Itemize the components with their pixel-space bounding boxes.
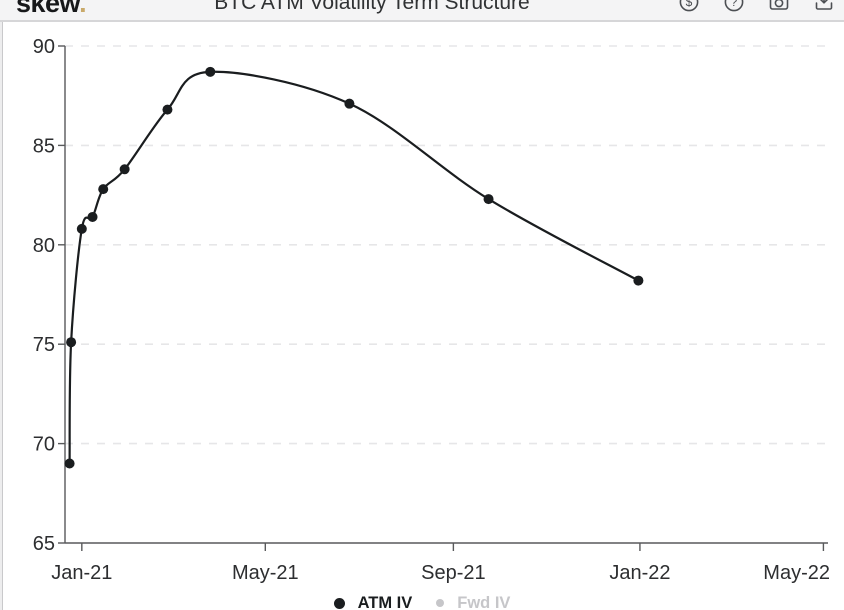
legend-item-fwd-iv[interactable]: Fwd IV [436,594,510,610]
y-tick-label: 90 [33,36,55,58]
camera-icon [769,0,789,10]
data-point[interactable] [162,104,173,115]
download-button[interactable] [812,0,836,14]
toolbar: $ ? [677,0,836,14]
data-point[interactable] [76,223,87,234]
logo-dot: . [79,0,87,18]
y-tick-label: 85 [33,135,55,157]
snapshot-button[interactable] [767,0,791,14]
legend-dot-atm-iv [333,597,345,609]
chart-legend: ATM IV Fwd IV [0,594,844,610]
usd-toggle-button[interactable]: $ [677,0,701,14]
data-point[interactable] [205,66,216,77]
y-tick-label: 65 [33,533,55,555]
x-tick-label: Sep-21 [421,562,486,584]
data-point[interactable] [64,458,75,469]
svg-text:?: ? [731,0,738,9]
skew-logo[interactable]: skew. [16,0,87,18]
data-point[interactable] [344,98,355,109]
legend-dot-fwd-iv [436,599,445,607]
data-point[interactable] [66,337,77,348]
help-circle-icon: ? [724,0,744,12]
data-point[interactable] [633,275,644,286]
page-title: BTC ATM Volatility Term Structure [214,0,530,14]
panel-left-border [0,22,3,610]
legend-label: Fwd IV [457,594,511,610]
x-tick-label: Jan-22 [609,562,670,584]
legend-label: ATM IV [357,594,413,610]
y-tick-label: 75 [33,334,55,356]
legend-item-atm-iv[interactable]: ATM IV [333,594,413,610]
y-tick-label: 80 [33,235,55,257]
x-tick-label: Jan-21 [51,562,112,584]
logo-text: skew [16,0,80,18]
x-tick-label: May-21 [232,562,299,584]
x-tick-label: May-22 [763,562,830,584]
atm-iv-line [68,70,639,464]
data-point[interactable] [483,194,494,205]
download-icon [815,0,833,10]
svg-text:$: $ [686,0,693,9]
help-button[interactable]: ? [722,0,746,14]
y-tick-label: 70 [33,434,55,456]
data-point[interactable] [87,211,98,222]
header: skew. BTC ATM Volatility Term Structure … [0,0,844,22]
usd-circle-icon: $ [679,0,699,12]
data-point[interactable] [98,184,109,195]
data-point[interactable] [119,164,130,175]
